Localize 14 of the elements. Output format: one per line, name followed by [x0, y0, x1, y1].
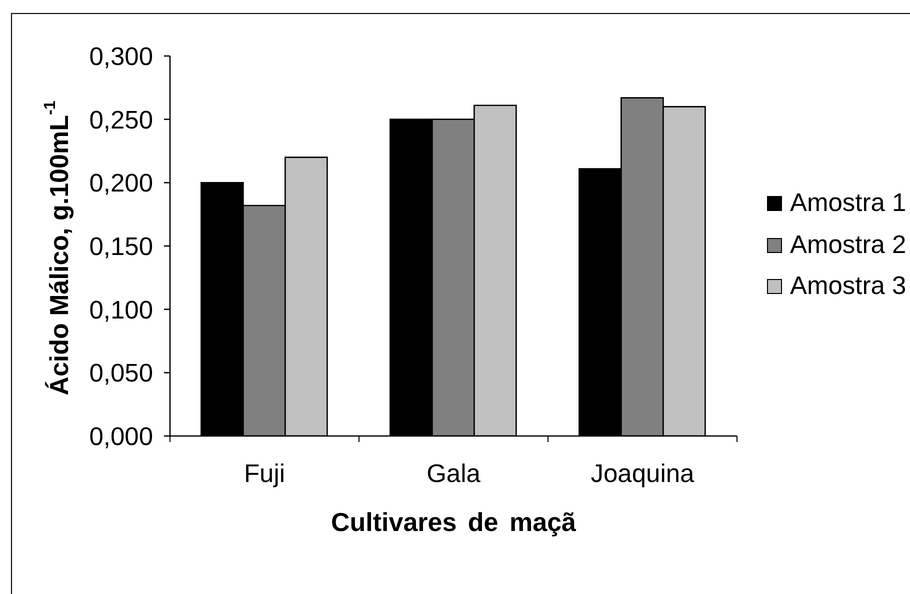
y-tick-label: 0,250 [89, 106, 153, 134]
x-tick-label: Fuji [244, 460, 286, 488]
legend-label: Amostra 3 [790, 272, 906, 302]
y-tick-label: 0,050 [89, 360, 153, 388]
y-tick-label: 0,000 [89, 423, 153, 452]
x-tick-label: Gala [426, 460, 482, 488]
legend-label: Amostra 1 [790, 189, 906, 218]
x-axis-title: Cultivares de maçã [330, 507, 577, 537]
y-tick-label: 0,300 [89, 43, 153, 72]
x-tick-label: Joaquina [590, 460, 696, 488]
legend-label: Amostra 2 [790, 230, 906, 260]
y-tick-label: 0,100 [89, 296, 153, 324]
y-tick-label: 0,200 [89, 170, 153, 198]
y-tick-label: 0,150 [89, 233, 153, 262]
